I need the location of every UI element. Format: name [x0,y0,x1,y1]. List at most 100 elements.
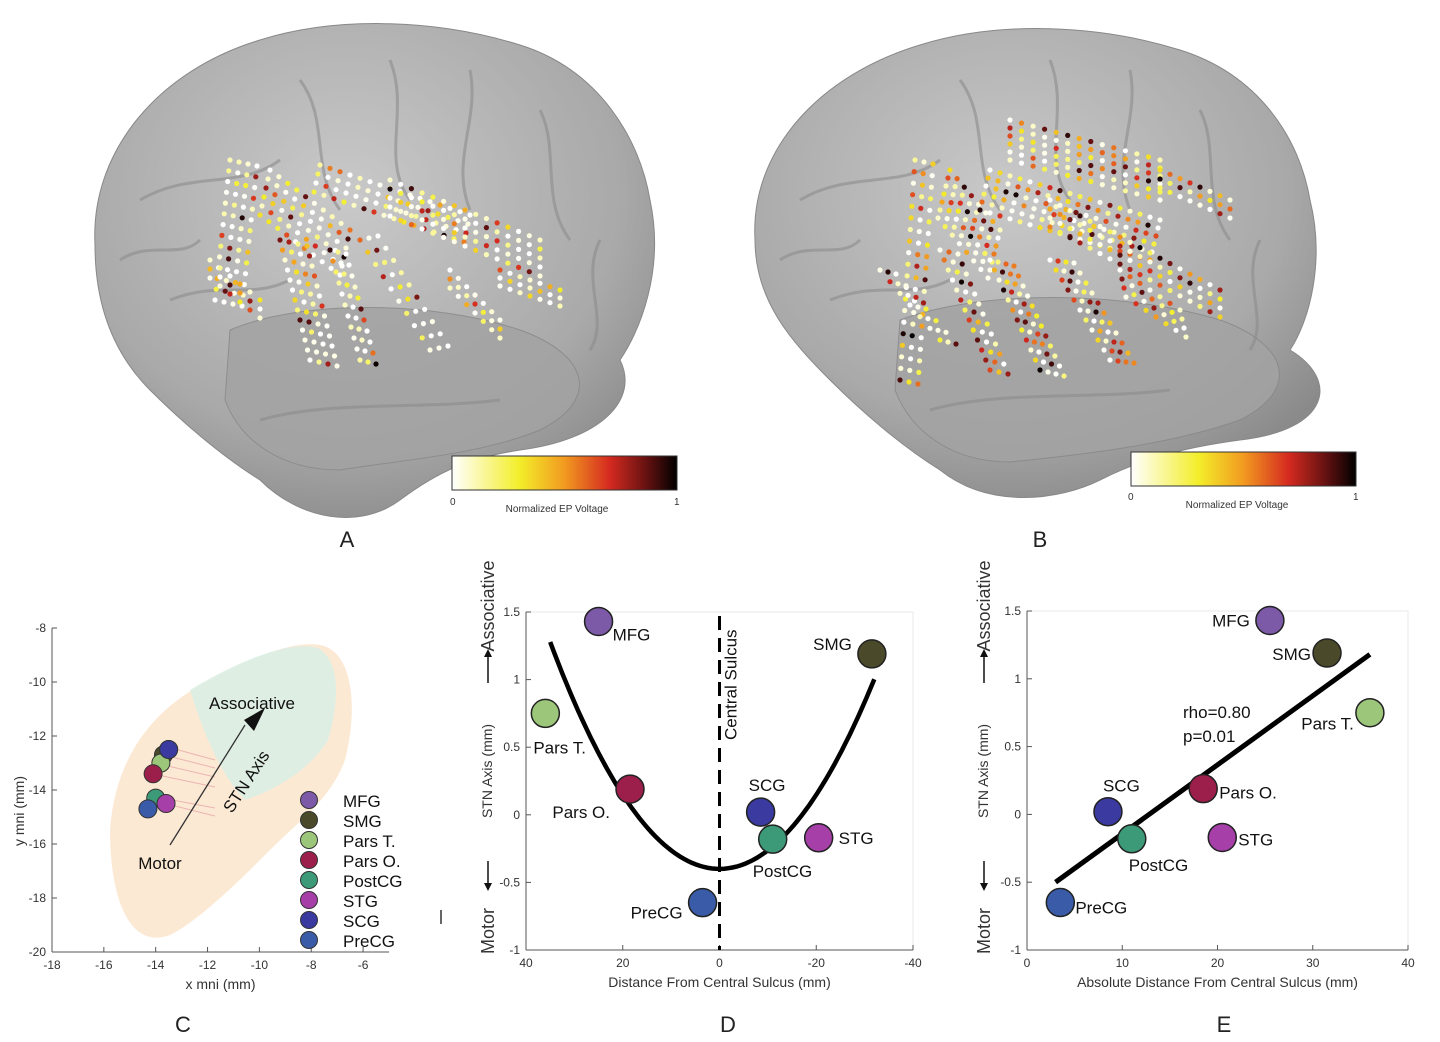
electrode-contact [312,311,319,317]
electrode-contact [322,351,329,357]
electrode-contact [925,230,931,237]
electrode-contact [253,174,259,180]
electrode-contact [297,251,304,257]
electrode-contact [222,200,228,206]
electrode-contact [996,277,1002,283]
electrode-contact [362,348,368,354]
x-tick-label: 10 [1116,956,1130,970]
electrode-contact [1067,208,1073,214]
electrode-contact [237,236,243,242]
electrode-contact [993,243,999,249]
electrode-contact [1043,201,1049,207]
y-tick-label: 0 [1014,807,1021,821]
electrode-contact [299,327,306,333]
electrode-contact [335,249,341,255]
electrode-contact [1217,296,1223,302]
electrode-contact [236,159,242,165]
electrode-contact [1177,293,1183,299]
electrode-contact [1105,329,1111,335]
electrode-contact [419,335,425,341]
stn-associative-region [190,646,337,800]
electrode-contact [257,212,263,218]
electrode-contact [885,269,891,275]
electrode-contact [1107,320,1113,326]
electrode-contact [405,296,411,302]
colorbar-b-gradient [1130,451,1357,487]
electrode-contact [1005,181,1011,187]
electrode-contact [311,273,318,279]
electrode-contact [1137,254,1143,260]
electrode-contact [1047,215,1053,221]
electrode-contact [1079,298,1085,304]
electrode-contact [1043,333,1049,339]
electrode-contact [217,283,223,289]
rho-label: rho=0.80 [1183,703,1251,722]
electrode-contact [423,217,429,223]
electrode-contact [993,186,999,192]
electrode-contact [893,271,899,277]
electrode-contact [234,180,240,187]
electrode-contact [1122,180,1128,186]
electrode-contact [1018,152,1025,158]
electrode-contact [979,329,985,335]
electrode-contact [1147,277,1153,283]
electrode-contact [455,284,461,290]
point-label: STG [839,829,874,848]
colorbar-a: 0 1 Normalized EP Voltage [450,455,680,515]
electrode-contact [238,226,244,232]
point-scg [159,740,179,759]
electrode-contact [913,275,919,281]
electrode-contact [1137,280,1143,286]
electrode-contact [942,224,948,230]
electrode-contact [987,267,993,273]
point-precg [138,799,158,819]
electrode-contact [1111,153,1117,159]
electrode-contact [430,203,436,209]
electrode-contact [1069,269,1075,275]
electrode-contact [224,267,231,273]
electrode-contact [1143,230,1149,236]
electrode-contact [227,291,233,297]
electrode-contact [516,237,522,243]
electrode-contact [232,191,239,197]
panel-e: 0 10 20 30 40 -1 -0.5 0 0.5 1 1.5 Absolute Distance… [974,560,1415,990]
electrode-contact [1157,282,1163,288]
electrode-contact [277,216,283,222]
electrode-contact [1135,219,1141,225]
y-tick-label: -1 [509,943,520,957]
electrode-contact [321,250,327,256]
electrode-contact [928,184,935,190]
electrode-contact [1179,316,1185,322]
electrode-contact [958,279,965,285]
electrode-contact [946,249,952,255]
electrode-contact [941,257,947,263]
x-tick-label: -40 [904,956,922,970]
y-tick-label: -0.5 [1000,875,1021,889]
electrode-contact [480,300,486,306]
electrode-contact [279,247,286,253]
electrode-contact [980,311,986,317]
x-tick-label: -18 [43,958,61,972]
electrode-contact [222,288,228,294]
electrode-contact [1057,202,1063,208]
electrode-contact [252,184,258,191]
electrode-contact [404,310,410,316]
electrode-contact [419,217,425,223]
electrode-contact [1117,267,1123,273]
electrode-contact [331,353,338,359]
electrode-contact [1076,159,1082,166]
electrode-contact [1139,289,1145,295]
electrode-contact [319,259,325,265]
electrode-contact [427,199,433,205]
electrode-contact [494,238,500,244]
point-label: Pars T. [533,738,586,757]
electrode-contact [285,180,291,186]
electrode-contact [457,209,463,215]
electrode-contact [989,202,995,208]
electrode-contact [316,225,322,231]
electrode-contact [420,321,426,327]
electrode-contact [480,318,486,324]
electrode-contact [336,229,342,235]
electrode-contact [242,271,249,277]
electrode-contact [462,234,468,240]
